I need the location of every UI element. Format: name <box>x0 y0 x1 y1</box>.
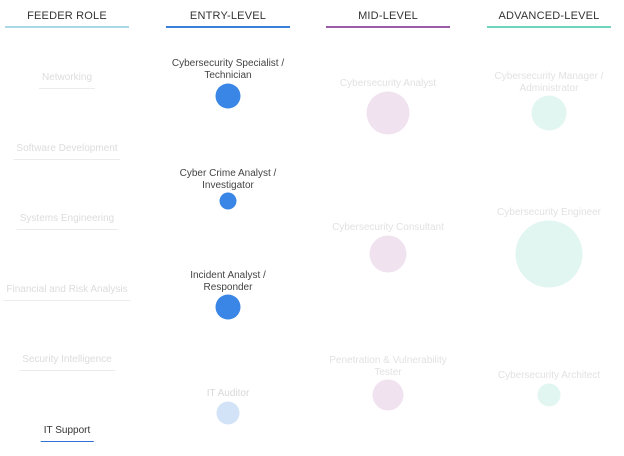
role-label-line: Responder <box>203 281 253 293</box>
feeder-role-security-intelligence[interactable]: Security Intelligence <box>19 354 115 371</box>
entry-role-label-incident-analyst[interactable]: Incident Analyst / Responder <box>158 270 298 293</box>
column-header-underline <box>487 26 611 28</box>
feeder-role-networking[interactable]: Networking <box>38 72 96 89</box>
feeder-role-financial-and-risk-analysis[interactable]: Financial and Risk Analysis <box>3 284 131 301</box>
mid-role-bubble-cybersecurity-analyst[interactable] <box>366 91 410 135</box>
role-label-line: IT Auditor <box>206 388 250 399</box>
advanced-role-label-cybersecurity-manager[interactable]: Cybersecurity Manager / Administrator <box>479 71 619 94</box>
column-header-underline <box>326 26 450 28</box>
column-header-label: ENTRY-LEVEL <box>189 10 267 22</box>
role-label-line: Investigator <box>202 179 254 191</box>
mid-role-bubble-cybersecurity-consultant[interactable] <box>369 235 407 273</box>
role-label-line: Cybersecurity Specialist / <box>171 58 285 69</box>
feeder-role-it-support[interactable]: IT Support <box>40 425 94 442</box>
role-label-line: Penetration & Vulnerability <box>329 355 447 366</box>
mid-role-label-cybersecurity-analyst[interactable]: Cybersecurity Analyst <box>318 78 458 90</box>
role-label-line: Tester <box>374 366 402 378</box>
feeder-role-systems-engineering[interactable]: Systems Engineering <box>16 213 118 230</box>
column-header-underline <box>5 26 129 28</box>
role-label-line: Cybersecurity Architect <box>497 370 601 381</box>
column-header-entry-level: ENTRY-LEVEL <box>166 9 290 29</box>
entry-role-label-it-auditor[interactable]: IT Auditor <box>158 388 298 400</box>
advanced-role-bubble-cybersecurity-engineer[interactable] <box>515 220 583 288</box>
feeder-role-software-development[interactable]: Software Development <box>13 143 121 160</box>
advanced-role-bubble-cybersecurity-manager[interactable] <box>531 95 567 131</box>
role-label-line: Cybersecurity Manager / <box>494 71 604 82</box>
column-header-label: ADVANCED-LEVEL <box>498 10 600 22</box>
mid-role-label-cybersecurity-consultant[interactable]: Cybersecurity Consultant <box>318 222 458 234</box>
entry-role-label-cybersecurity-specialist[interactable]: Cybersecurity Specialist / Technician <box>158 58 298 81</box>
advanced-role-label-cybersecurity-engineer[interactable]: Cybersecurity Engineer <box>479 207 619 219</box>
entry-role-label-cyber-crime-analyst[interactable]: Cyber Crime Analyst / Investigator <box>158 168 298 191</box>
entry-role-bubble-it-auditor[interactable] <box>216 401 240 425</box>
mid-role-label-penetration-tester[interactable]: Penetration & Vulnerability Tester <box>318 355 458 378</box>
column-header-feeder-role: FEEDER ROLE <box>5 9 129 29</box>
role-label-line: Cybersecurity Consultant <box>332 222 444 233</box>
column-header-advanced-level: ADVANCED-LEVEL <box>487 9 611 29</box>
advanced-role-bubble-cybersecurity-architect[interactable] <box>537 383 561 407</box>
role-label-line: Incident Analyst / <box>190 270 266 281</box>
entry-role-bubble-cybersecurity-specialist[interactable] <box>215 83 241 109</box>
role-label-line: Cybersecurity Analyst <box>339 78 437 89</box>
column-header-underline <box>166 26 290 28</box>
column-header-label: FEEDER ROLE <box>27 10 107 22</box>
role-label-line: Technician <box>204 69 252 81</box>
entry-role-bubble-incident-analyst[interactable] <box>215 294 241 320</box>
advanced-role-label-cybersecurity-architect[interactable]: Cybersecurity Architect <box>479 370 619 382</box>
role-label-line: Cybersecurity Engineer <box>497 207 601 218</box>
mid-role-bubble-penetration-tester[interactable] <box>372 379 404 411</box>
role-label-line: Cyber Crime Analyst / <box>179 168 277 179</box>
column-header-mid-level: MID-LEVEL <box>326 9 450 29</box>
entry-role-bubble-cyber-crime-analyst[interactable] <box>219 192 237 210</box>
column-header-label: MID-LEVEL <box>358 10 418 22</box>
role-label-line: Administrator <box>519 82 579 94</box>
